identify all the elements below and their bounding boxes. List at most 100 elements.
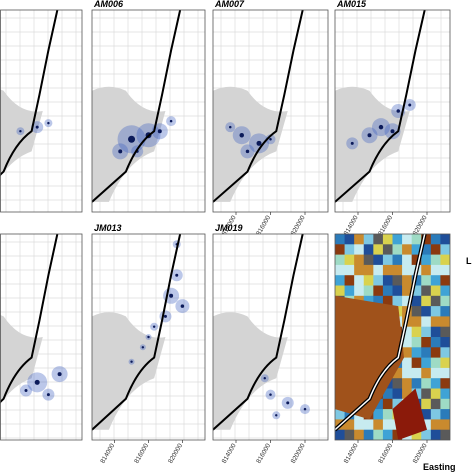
track-point <box>275 414 278 417</box>
landcover-cell <box>335 409 346 420</box>
landcover-cell <box>344 254 355 266</box>
landcover-cell <box>344 285 355 297</box>
landcover-cell <box>335 285 346 297</box>
landcover-cell <box>421 398 432 410</box>
landcover-cell <box>354 285 365 297</box>
landcover-cell <box>421 234 432 245</box>
landcover-cell <box>430 398 441 410</box>
landcover-cell <box>411 429 422 440</box>
panel-content <box>92 234 205 440</box>
landcover-cell <box>411 316 422 328</box>
map-panel: AM015 814000 816000 820000 <box>334 0 451 237</box>
landcover-cell <box>354 419 365 431</box>
landcover-cell <box>363 295 374 307</box>
landcover-cell <box>411 326 422 338</box>
landcover-cell <box>373 419 384 431</box>
x-tick-label: 820000 <box>290 442 307 465</box>
landcover-cell <box>382 409 393 420</box>
landcover-cell <box>430 306 441 317</box>
x-tick-label: 814000 <box>343 442 360 465</box>
landcover-cell <box>354 234 365 245</box>
legend-title: L <box>466 256 472 266</box>
landcover-cell <box>440 306 450 317</box>
landcover-cell <box>382 429 393 440</box>
landcover-cell <box>421 337 432 348</box>
landcover-cell <box>402 378 413 389</box>
x-tick-label: 816000 <box>255 214 272 237</box>
x-tick-label: 816000 <box>377 442 394 465</box>
coastline-inner <box>335 234 426 431</box>
landcover-cell <box>382 295 393 307</box>
landcover-cell <box>373 264 384 276</box>
landcover-cell <box>421 295 432 307</box>
landcover-cell <box>344 244 355 256</box>
landcover-cell <box>382 244 393 256</box>
x-tick-label: 820000 <box>412 214 429 237</box>
track-point <box>245 149 250 154</box>
landcover-cell <box>373 295 384 307</box>
landcover-cell <box>430 234 441 245</box>
landcover-cell <box>430 275 441 286</box>
track-point <box>256 140 262 146</box>
landcover-cell <box>402 254 413 266</box>
landcover-red <box>392 388 427 440</box>
track-point <box>157 129 162 134</box>
landcover-cell <box>392 398 403 410</box>
landcover-cell <box>440 419 450 431</box>
landcover-cell <box>440 316 450 328</box>
landcover-cell <box>430 347 441 359</box>
landcover-cell <box>392 367 403 379</box>
landcover-cell <box>402 244 413 256</box>
landcover-cell <box>421 316 432 328</box>
coastline <box>92 234 182 431</box>
landcover-cell <box>421 275 432 286</box>
landcover-cell <box>411 285 422 297</box>
map-panel: AM006 <box>91 0 206 213</box>
landcover-cell <box>411 244 422 256</box>
coastline <box>213 234 304 431</box>
landcover-cell <box>440 337 450 348</box>
landcover-cell <box>430 357 441 369</box>
track-point <box>46 393 50 397</box>
landcover-cell <box>421 367 432 379</box>
landcover-cell <box>382 275 393 286</box>
track-point <box>263 377 266 380</box>
landcover-cell <box>392 295 403 307</box>
track-point <box>169 293 174 298</box>
landcover-cell <box>421 378 432 389</box>
landcover-cell <box>430 264 441 276</box>
landcover-cell <box>373 429 384 440</box>
landcover-cell <box>440 357 450 369</box>
landcover-cell <box>363 275 374 286</box>
panel-title: AM015 <box>336 0 367 9</box>
coastline <box>213 10 304 203</box>
landcover-cell <box>421 347 432 359</box>
track-point <box>367 133 372 138</box>
track-point <box>390 129 395 134</box>
track-point <box>269 393 272 396</box>
coastline <box>335 10 426 203</box>
panel-frame <box>0 233 83 441</box>
landcover-cell <box>402 275 413 286</box>
landcover-cell <box>421 409 432 420</box>
landcover-cell <box>344 234 355 245</box>
map-panel: JM013 814000 816000 820000 <box>91 223 206 465</box>
landcover-cell <box>354 254 365 266</box>
landcover-cell <box>354 264 365 276</box>
track-point <box>24 389 28 393</box>
track-point <box>163 314 167 318</box>
landcover-cell <box>373 234 384 245</box>
x-tick-label: 820000 <box>290 214 307 237</box>
coastline <box>0 234 59 404</box>
x-axis-label: Easting <box>423 462 456 472</box>
landcover-cell <box>373 398 384 410</box>
coastline <box>0 10 59 177</box>
panel-content <box>0 234 82 440</box>
landcover-cell <box>430 388 441 400</box>
landcover-cell <box>411 347 422 359</box>
landcover-cell <box>344 429 355 440</box>
landcover-cell <box>411 306 422 317</box>
coastline <box>92 10 182 203</box>
landcover-cell <box>430 316 441 328</box>
